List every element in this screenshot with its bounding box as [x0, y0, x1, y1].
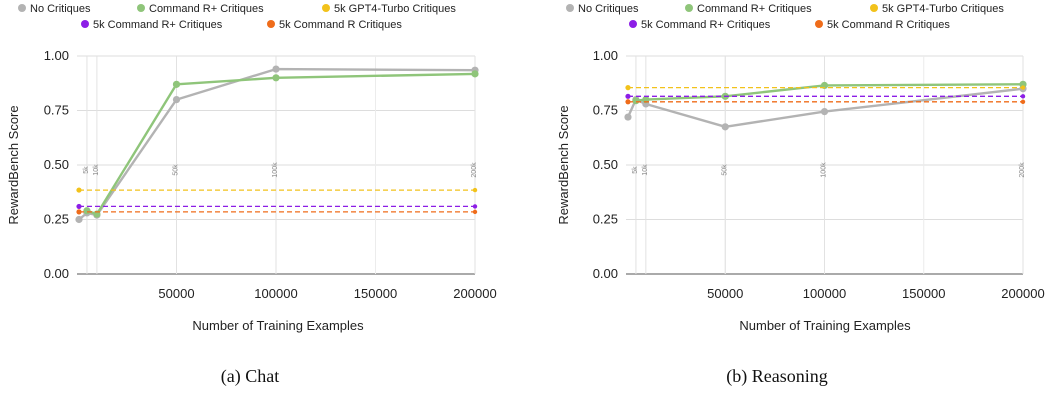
x-axis-label: Number of Training Examples [739, 318, 911, 333]
x-tick-label: 150000 [354, 286, 397, 301]
vline-label: 200k [471, 162, 478, 178]
data-point [1020, 85, 1026, 90]
data-point [624, 113, 632, 121]
vline-label: 5k [83, 166, 90, 174]
data-point [76, 203, 82, 210]
vline-label: 50k [721, 164, 728, 176]
data-point [471, 70, 479, 78]
y-tick-label: 0.00 [593, 266, 618, 281]
y-tick-label: 0.25 [44, 212, 69, 227]
vline-label: 10k [93, 164, 100, 176]
vline-label: 50k [173, 164, 180, 176]
data-point [1020, 99, 1026, 104]
data-point [472, 204, 478, 209]
y-axis-label: RewardBench Score [556, 105, 571, 224]
data-point [272, 74, 280, 82]
y-tick-label: 0.75 [593, 103, 618, 118]
data-point [1019, 80, 1027, 88]
x-tick-label: 200000 [1001, 286, 1044, 301]
legend-marker [322, 4, 330, 12]
legend-entry: No Critiques [578, 3, 639, 15]
series-line [626, 87, 1024, 128]
x-tick-label: 100000 [254, 286, 297, 301]
legend-marker [81, 20, 89, 28]
data-point [76, 209, 82, 215]
data-point [1020, 94, 1026, 99]
x-tick-label: 150000 [902, 286, 945, 301]
legend-entry: 5k GPT4-Turbo Critiques [334, 3, 456, 15]
x-tick-label: 100000 [803, 286, 846, 301]
data-point [721, 123, 729, 131]
data-point [472, 209, 478, 215]
legend-marker [685, 4, 693, 12]
x-tick-label: 50000 [707, 286, 743, 301]
y-tick-label: 0.75 [44, 103, 69, 118]
x-tick-label: 200000 [453, 286, 496, 301]
data-point [625, 85, 631, 91]
y-axis-label: RewardBench Score [6, 105, 21, 224]
legend-marker [566, 4, 574, 12]
chart-caption: (a) Chat [221, 366, 279, 387]
data-point [632, 97, 640, 105]
legend-marker [137, 4, 145, 12]
data-point [272, 65, 280, 73]
data-point [76, 187, 82, 193]
legend-entry: 5k Command R+ Critiques [641, 19, 771, 31]
vline-label: 200k [1019, 162, 1026, 178]
legend-marker [815, 20, 823, 28]
data-point [172, 96, 181, 104]
legend-entry: 5k Command R Critiques [279, 19, 402, 31]
chart-caption: (b) Reasoning [726, 366, 827, 387]
legend-entry: 5k Command R Critiques [827, 19, 950, 31]
data-point [172, 80, 181, 88]
legend-marker [870, 4, 878, 12]
legend-marker [18, 4, 26, 12]
y-tick-label: 0.00 [44, 266, 69, 281]
legend-marker [267, 20, 275, 28]
legend-entry: 5k Command R+ Critiques [93, 19, 223, 31]
y-tick-label: 1.00 [44, 48, 69, 63]
x-tick-label: 50000 [158, 286, 194, 301]
series-line [635, 83, 1024, 102]
vline-label: 10k [642, 164, 649, 176]
data-point [83, 207, 91, 215]
y-tick-label: 0.50 [593, 157, 618, 172]
data-point [820, 107, 829, 116]
legend-entry: Command R+ Critiques [149, 3, 264, 15]
vline-label: 100k [272, 162, 279, 178]
legend-entry: 5k GPT4-Turbo Critiques [882, 3, 1004, 15]
y-tick-label: 0.25 [593, 212, 618, 227]
legend-entry: No Critiques [30, 3, 91, 15]
vline-label: 5k [632, 166, 639, 174]
vline-label: 100k [821, 162, 828, 178]
legend-marker [629, 20, 637, 28]
data-point [472, 187, 478, 193]
data-point [75, 215, 83, 224]
x-axis-label: Number of Training Examples [192, 318, 364, 333]
chart-panel-1: 0.00 0.25 0.50 0.75 1.00 50000 100000 150000 200… [6, 3, 497, 387]
data-point [625, 93, 631, 99]
legend-entry: Command R+ Critiques [697, 3, 812, 15]
chart-panel-2: 0.00 0.25 0.50 0.75 1.00 50000 100000 150000 200… [556, 3, 1045, 387]
y-tick-label: 1.00 [593, 48, 618, 63]
data-point [625, 99, 631, 105]
y-tick-label: 0.50 [44, 157, 69, 172]
